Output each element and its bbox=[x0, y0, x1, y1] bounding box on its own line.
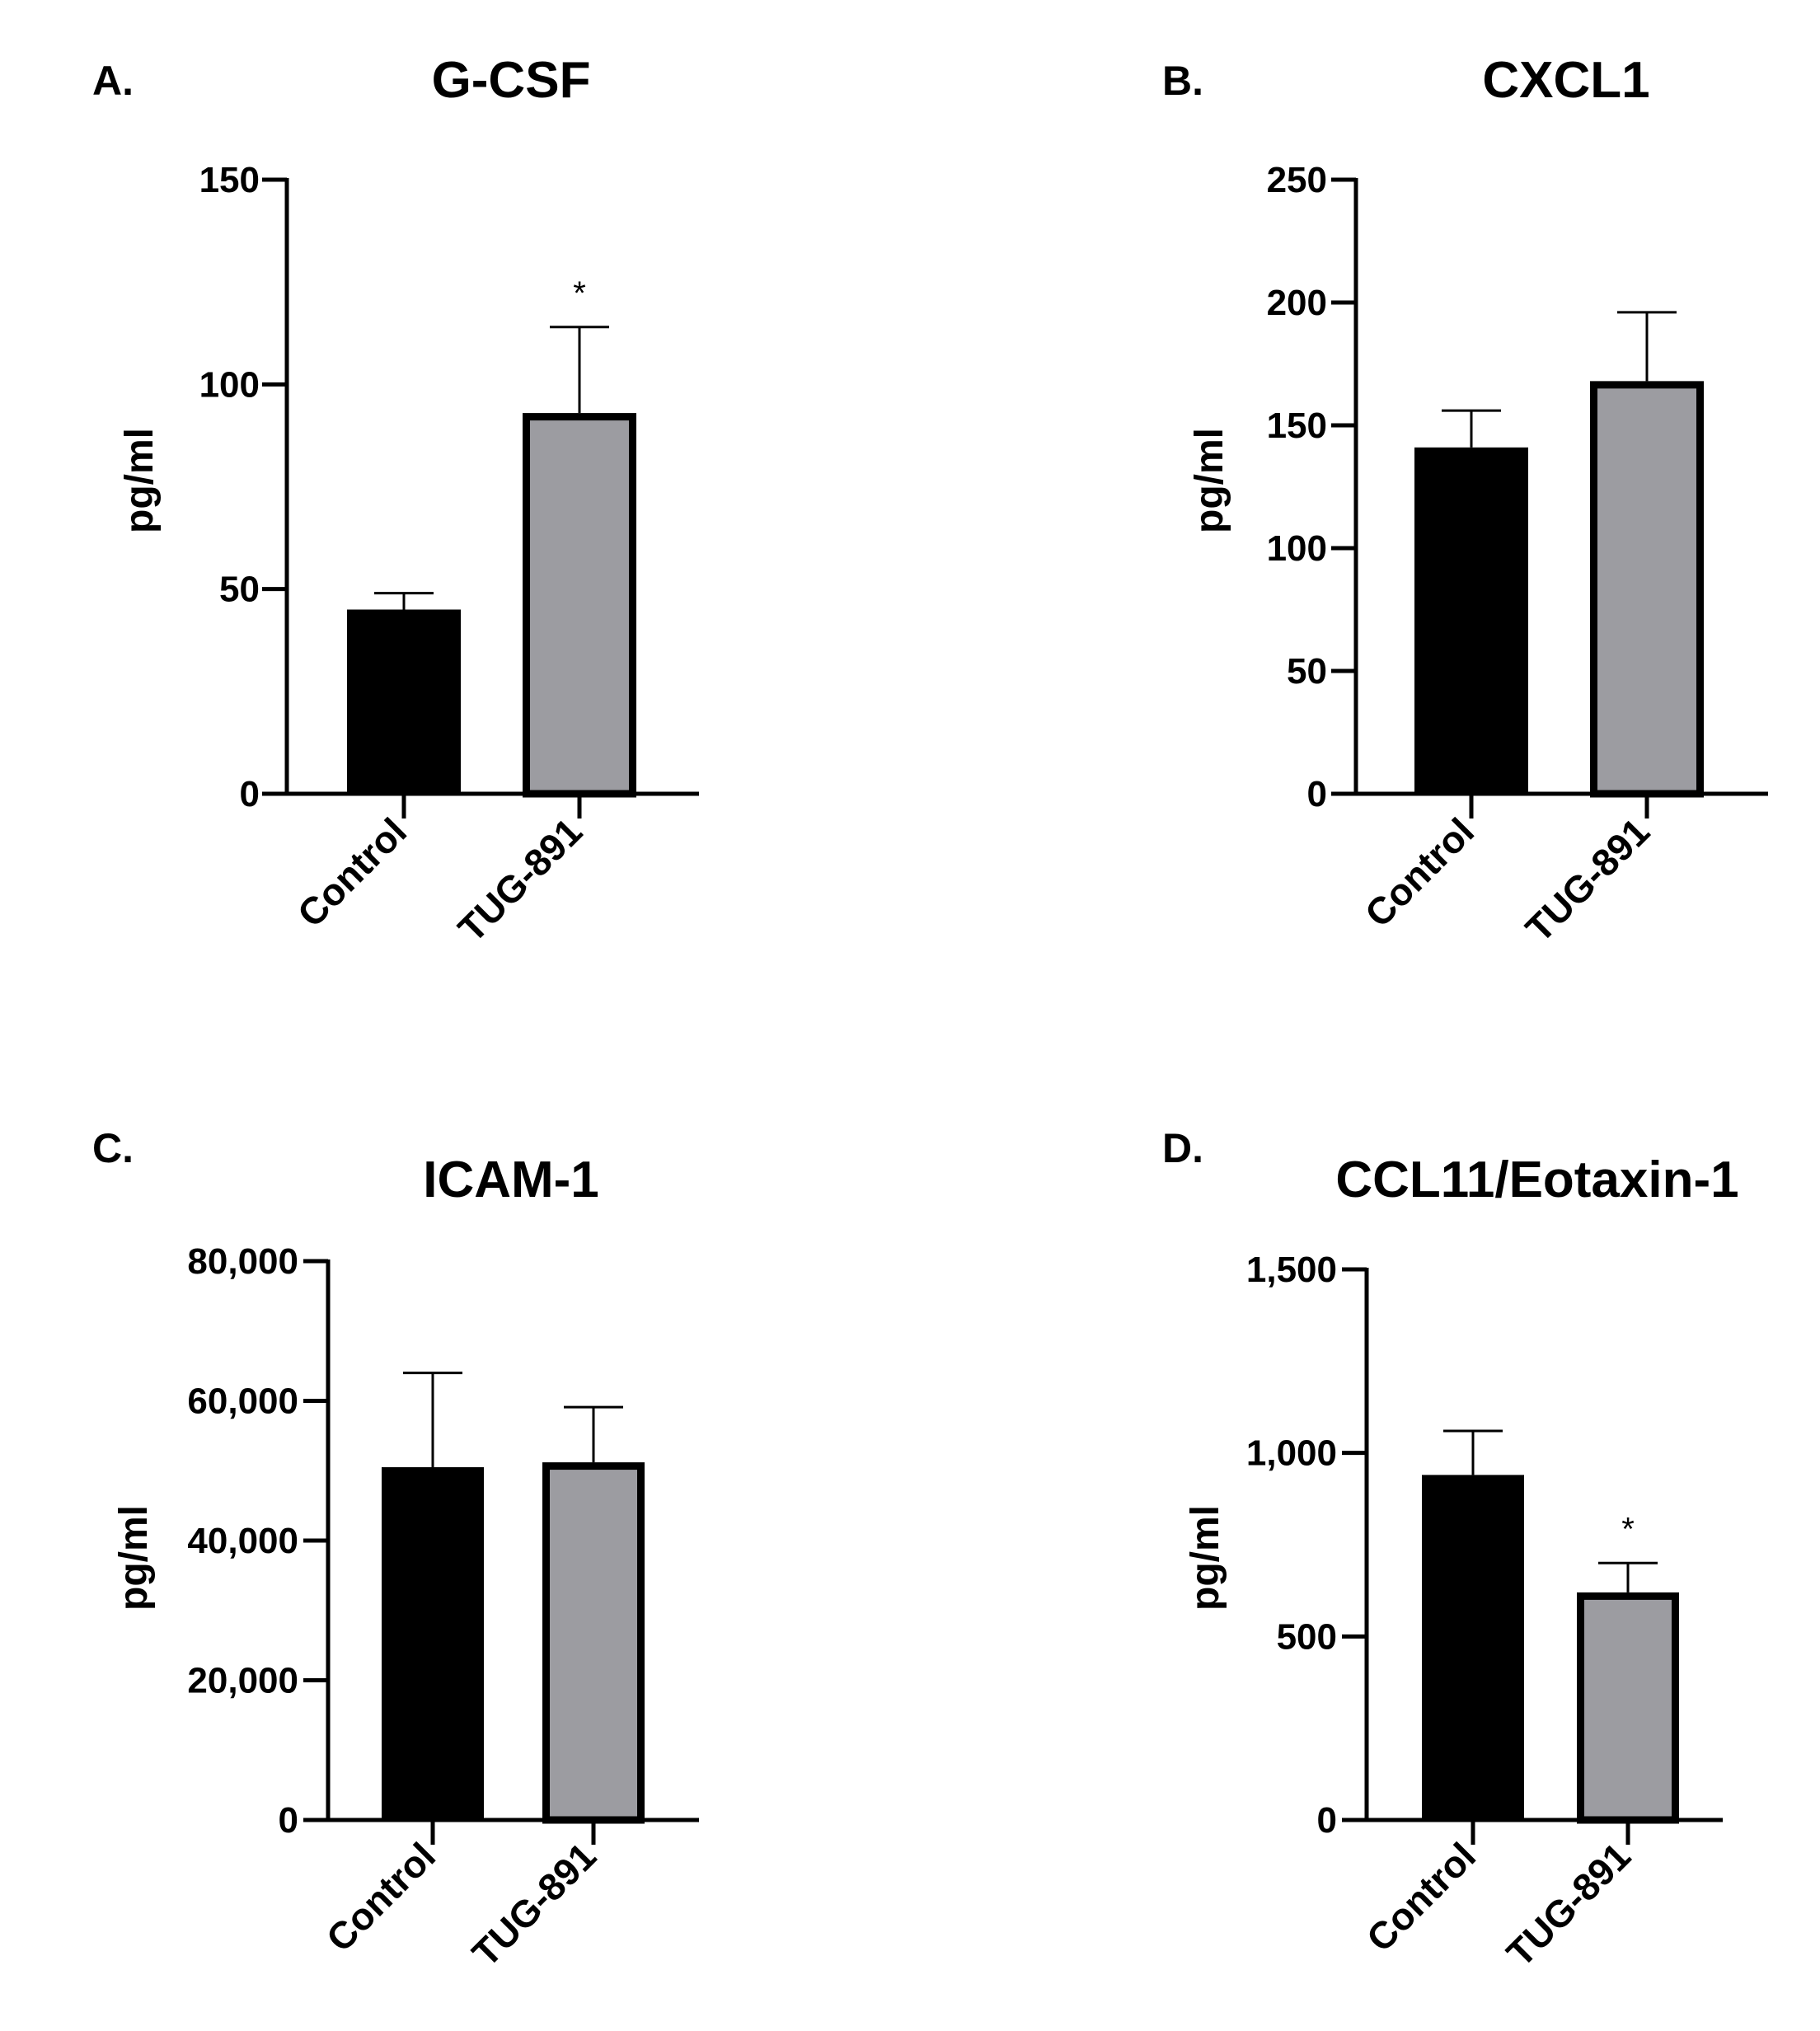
x-tick-label: TUG-891 bbox=[450, 809, 591, 950]
y-tick-label: 150 bbox=[1267, 406, 1327, 446]
panel-letter: A. bbox=[92, 58, 134, 104]
x-tick-label: TUG-891 bbox=[464, 1834, 605, 1975]
y-tick-label: 0 bbox=[240, 774, 260, 814]
x-tick-label: TUG-891 bbox=[1517, 809, 1658, 950]
y-tick-label: 80,000 bbox=[187, 1241, 298, 1282]
chart-panel-b: B. CXCL1 pg/ml Control TUG-891 0 50 100 150 200 25… bbox=[1162, 52, 1768, 950]
bar-control bbox=[382, 1467, 484, 1820]
y-axis-label: pg/ml bbox=[112, 1505, 156, 1611]
y-tick-label: 200 bbox=[1267, 283, 1327, 323]
chart-title: ICAM-1 bbox=[423, 1152, 599, 1208]
y-tick-label: 0 bbox=[1307, 774, 1327, 814]
y-tick-label: 60,000 bbox=[187, 1381, 298, 1422]
bar-tug-891 bbox=[523, 413, 636, 798]
chart-title: CXCL1 bbox=[1482, 52, 1649, 109]
y-tick-label: 250 bbox=[1267, 160, 1327, 200]
bar-control bbox=[347, 609, 461, 794]
x-tick-label: Control bbox=[1358, 1834, 1484, 1959]
y-tick-label: 20,000 bbox=[187, 1661, 298, 1701]
y-tick-label: 1,500 bbox=[1246, 1250, 1337, 1290]
y-axis-label: pg/ml bbox=[1184, 1505, 1227, 1611]
y-axis-label: pg/ml bbox=[118, 428, 162, 533]
significance-marker: * bbox=[1621, 1511, 1635, 1547]
chart-panel-a: A. G-CSF pg/ml Control * TUG-891 0 50 100 150 bbox=[92, 52, 699, 950]
x-tick-label: Control bbox=[289, 809, 415, 935]
y-tick-label: 0 bbox=[1317, 1800, 1337, 1841]
panel-letter: B. bbox=[1162, 58, 1203, 104]
panel-letter: D. bbox=[1162, 1125, 1203, 1171]
bar-tug-891 bbox=[1590, 381, 1704, 798]
chart-title: CCL11/Eotaxin-1 bbox=[1335, 1152, 1738, 1208]
panel-letter: C. bbox=[92, 1125, 134, 1171]
y-tick-label: 500 bbox=[1277, 1616, 1337, 1657]
x-tick-label: Control bbox=[318, 1834, 443, 1959]
bar-control bbox=[1414, 447, 1528, 794]
bar-tug-891 bbox=[542, 1462, 645, 1824]
y-tick-label: 50 bbox=[1287, 651, 1327, 692]
y-tick-label: 100 bbox=[199, 364, 260, 405]
chart-panel-d: D. CCL11/Eotaxin-1 pg/ml Control * TUG-891 0 50… bbox=[1162, 1125, 1739, 1975]
y-axis-label: pg/ml bbox=[1188, 428, 1231, 533]
y-tick-label: 100 bbox=[1267, 528, 1327, 569]
x-tick-label: TUG-891 bbox=[1499, 1834, 1639, 1975]
significance-marker: * bbox=[573, 275, 586, 312]
bar-control bbox=[1422, 1475, 1524, 1820]
bar-tug-891 bbox=[1577, 1592, 1679, 1824]
y-tick-label: 50 bbox=[219, 570, 260, 610]
y-tick-label: 1,000 bbox=[1246, 1433, 1337, 1474]
y-tick-label: 150 bbox=[199, 160, 260, 200]
y-tick-label: 0 bbox=[279, 1800, 298, 1841]
x-tick-label: Control bbox=[1357, 809, 1482, 935]
chart-title: G-CSF bbox=[432, 52, 591, 109]
y-tick-label: 40,000 bbox=[187, 1521, 298, 1561]
chart-panel-c: C. ICAM-1 pg/ml Control TUG-891 0 20,000 40,000… bbox=[92, 1125, 699, 1975]
